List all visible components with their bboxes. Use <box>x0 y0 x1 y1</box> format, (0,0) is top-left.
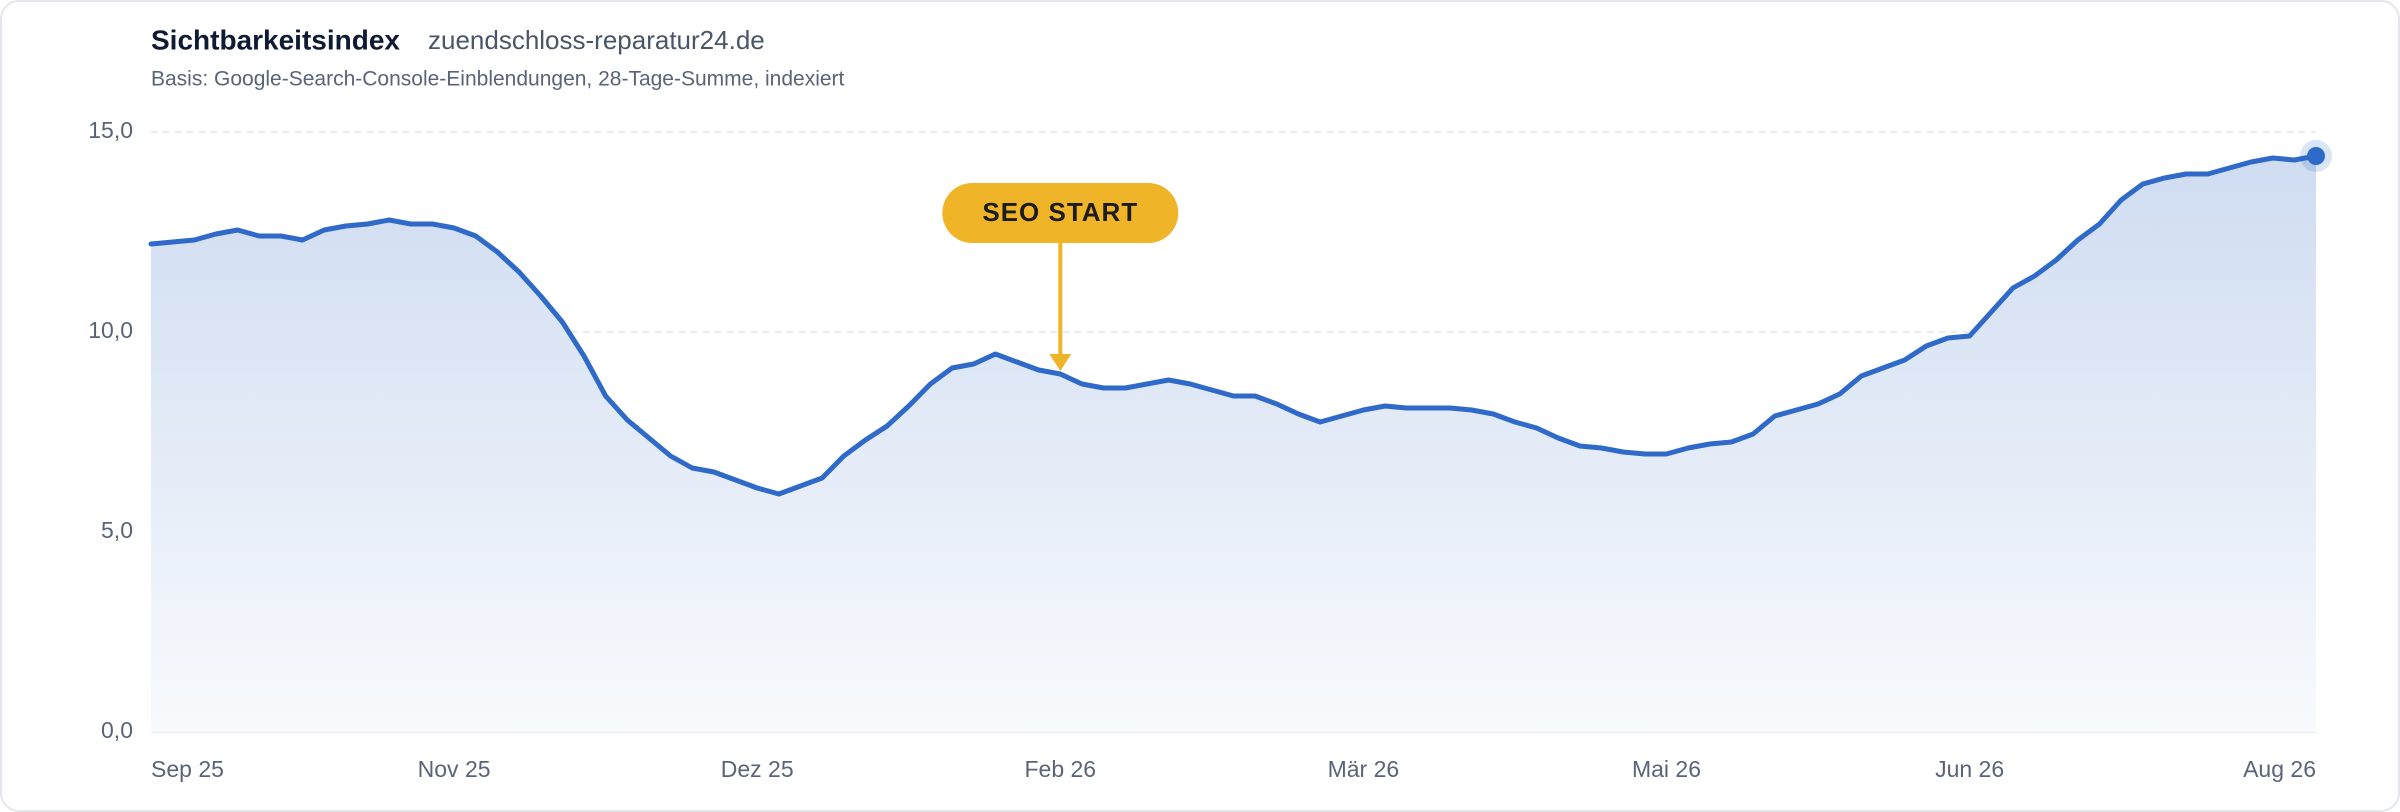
y-tick-label: 0,0 <box>101 717 133 743</box>
x-tick-label: Jun 26 <box>1935 756 2004 782</box>
y-tick-label: 10,0 <box>88 317 133 343</box>
annotation-arrowhead <box>1049 354 1072 371</box>
y-tick-label: 15,0 <box>88 117 133 143</box>
x-tick-label: Mai 26 <box>1632 756 1701 782</box>
end-point <box>2307 147 2325 165</box>
x-tick-label: Aug 26 <box>2243 756 2316 782</box>
x-tick-label: Feb 26 <box>1024 756 1096 782</box>
annotation-pill <box>942 183 1179 243</box>
x-tick-label: Dez 25 <box>721 756 794 782</box>
subtitle: Basis: Google-Search-Console-Einblendung… <box>151 68 845 91</box>
y-tick-label: 5,0 <box>101 517 133 543</box>
domain: zuendschloss-reparatur24.de <box>428 25 765 55</box>
x-tick-label: Nov 25 <box>418 756 491 782</box>
area <box>151 156 2316 732</box>
line <box>148 153 2319 497</box>
x-tick-label: Mär 26 <box>1328 756 1400 782</box>
annotation-label: SEO START <box>982 197 1138 227</box>
x-tick-label: Sep 25 <box>151 756 224 782</box>
chart-title: Sichtbarkeitsindex <box>151 24 400 55</box>
annotation: SEO START <box>942 183 1179 371</box>
